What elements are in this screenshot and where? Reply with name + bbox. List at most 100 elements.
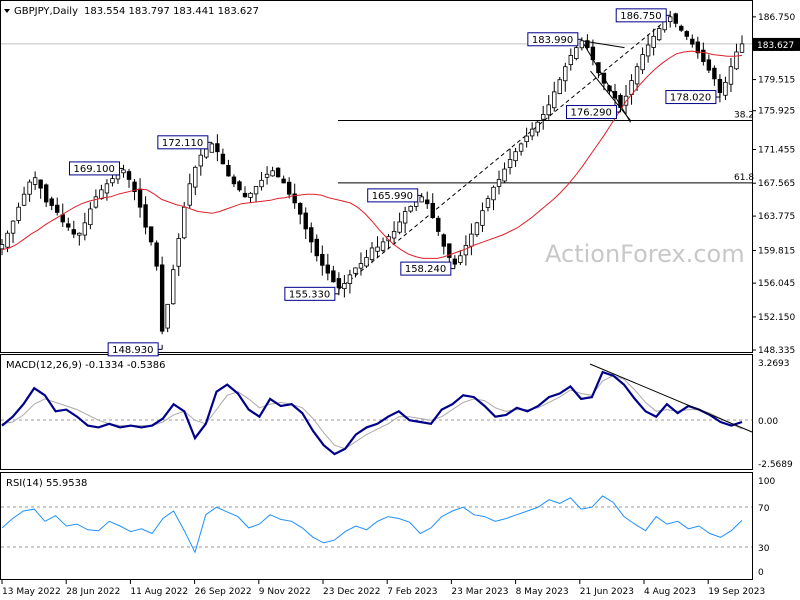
candle [601,72,607,91]
candle [121,164,126,178]
candle [314,234,319,262]
candle [734,43,739,70]
candle [706,54,712,74]
candle [298,202,303,225]
macd-trendline [589,363,753,433]
x-tick-label: 11 Aug 2022 [130,587,188,597]
candle [397,212,402,235]
candle [668,10,673,28]
candle [242,186,248,198]
last-price-tag: 183.627 [753,37,800,51]
macd-signal-line [1,375,743,450]
x-tick-label: 23 Dec 2022 [323,587,381,597]
candle [618,93,623,108]
candle [325,253,331,281]
candle [507,148,513,175]
candle [524,127,529,148]
candle [552,81,557,112]
candle [193,165,198,196]
candle [645,34,651,63]
candle [320,245,325,276]
candle [126,168,132,188]
price-callout: 178.020 [665,90,721,105]
candle [629,74,634,105]
rsi-label: RSI(14) 55.9538 [6,478,87,489]
candle [182,201,187,240]
candle [342,275,347,298]
fib-level-label: 61.8 [734,173,754,183]
y-tick-label: 148.335 [758,346,795,356]
candle [634,63,640,91]
price-callout: 176.290 [566,105,622,120]
macd-panel-frame [0,354,753,470]
y-tick-label: 186.750 [758,13,795,23]
candle [568,48,574,71]
svg-text:158.240: 158.240 [405,264,446,275]
moving-average-line [1,50,743,259]
svg-text:176.290: 176.290 [571,108,612,119]
candle [55,197,60,216]
candle [347,269,353,294]
candle [723,76,728,101]
svg-text:148.930: 148.930 [112,345,153,356]
candle [563,62,568,92]
ohlc-readout: 183.554 183.797 183.441 183.627 [84,6,259,17]
candle [684,30,689,41]
candle [585,34,590,51]
candle [535,120,540,137]
candle [496,170,502,195]
candle [209,142,215,153]
svg-text:169.100: 169.100 [73,164,114,175]
candle [220,148,226,165]
candle [447,243,452,264]
candle [38,179,43,199]
wedge-line-lower [590,70,631,121]
candle [402,206,408,234]
candle [198,147,204,176]
svg-text:178.020: 178.020 [670,93,711,104]
rsi-tick-100: 100 [758,477,775,487]
candle [607,84,612,95]
chart-title: GBPJPY,Daily [14,6,78,17]
candle [159,256,165,335]
candle [612,83,618,109]
svg-text:172.110: 172.110 [162,138,203,149]
rsi-tick-30: 30 [758,544,770,554]
candle [518,142,524,156]
candle [491,185,496,211]
candle [331,265,336,283]
candle [66,217,71,231]
svg-text:186.750: 186.750 [620,11,661,22]
price-callout: 172.110 [157,135,213,150]
candle [717,74,723,103]
y-tick-label: 159.815 [758,246,795,256]
candle [458,250,463,266]
candle [165,303,170,333]
candle [369,242,375,264]
candle [237,180,242,192]
candle [21,186,27,207]
candle [728,57,734,93]
candle [695,36,701,59]
candle [690,34,695,48]
y-tick-label: 167.565 [758,179,795,189]
y-tick-label: 152.150 [758,313,795,323]
candle [436,215,441,236]
price-callout: 148.930 [107,342,163,357]
macd-tick-top: 3.2693 [758,359,790,369]
y-tick-label: 163.775 [758,212,795,222]
candle [154,240,159,271]
y-tick-label: 156.045 [758,279,795,289]
candle [358,252,364,276]
candle [540,105,546,130]
macd-label: MACD(12,26,9) -0.1334 -0.5386 [6,360,166,371]
fib-level-label: 38.2 [734,110,754,120]
collapse-triangle-icon[interactable] [4,9,10,13]
svg-text:165.990: 165.990 [372,191,413,202]
candle [391,221,397,245]
candle [137,178,143,218]
candle [176,233,181,277]
candle [590,39,596,66]
candle [502,162,507,183]
